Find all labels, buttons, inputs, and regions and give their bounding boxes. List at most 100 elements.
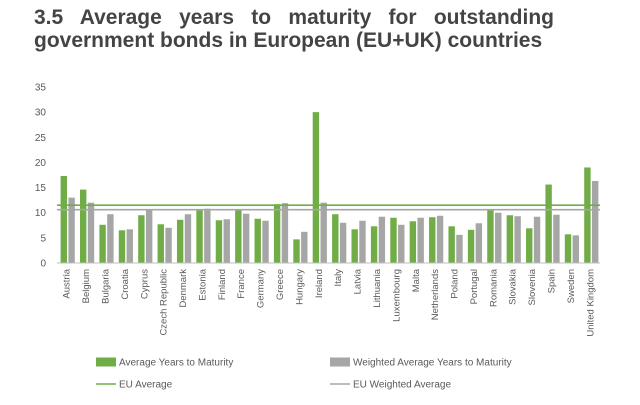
x-tick-label: Bulgaria bbox=[100, 268, 111, 304]
reference-lines bbox=[57, 204, 600, 211]
bar-average-1 bbox=[79, 189, 87, 263]
y-tick-label: 25 bbox=[35, 133, 47, 144]
x-tick-label: France bbox=[236, 269, 247, 299]
y-tick-label: 30 bbox=[35, 108, 47, 119]
legend-weighted-average-years-swatch bbox=[330, 357, 350, 367]
bars bbox=[60, 112, 599, 264]
legend-eu-average-label: EU Average bbox=[119, 380, 173, 391]
bar-weighted-4 bbox=[145, 210, 153, 263]
bar-weighted-14 bbox=[339, 222, 347, 263]
bar-weighted-22 bbox=[495, 212, 502, 263]
bar-weighted-13 bbox=[320, 202, 327, 263]
x-tick-label: Slovenia bbox=[527, 268, 538, 305]
y-tick-label: 0 bbox=[40, 259, 46, 270]
bar-weighted-26 bbox=[572, 235, 580, 263]
x-tick-label: Spain bbox=[547, 269, 558, 293]
y-tick-label: 10 bbox=[35, 208, 47, 219]
bar-average-21 bbox=[467, 229, 475, 263]
bar-average-18 bbox=[409, 221, 417, 263]
bar-weighted-5 bbox=[165, 227, 172, 263]
x-tick-label: Latvia bbox=[353, 268, 364, 294]
bar-weighted-23 bbox=[514, 216, 521, 263]
bar-average-15 bbox=[351, 229, 358, 263]
y-tick-label: 15 bbox=[35, 183, 47, 194]
x-tick-label: Croatia bbox=[120, 268, 131, 299]
bar-weighted-7 bbox=[204, 208, 211, 263]
x-tick-label: Ireland bbox=[314, 269, 325, 298]
x-tick-label: Belgium bbox=[81, 269, 92, 303]
x-tick-label: Lithuania bbox=[372, 268, 383, 307]
bar-weighted-17 bbox=[398, 224, 405, 263]
y-axis: 0 5 10 15 20 25 30 35 bbox=[35, 83, 47, 270]
x-tick-label: Estonia bbox=[197, 268, 208, 300]
bar-average-11 bbox=[273, 204, 281, 263]
x-tick-label: Czech Republic bbox=[159, 269, 170, 336]
bar-weighted-2 bbox=[107, 214, 114, 263]
bar-weighted-10 bbox=[262, 220, 269, 263]
bar-average-14 bbox=[332, 214, 339, 263]
bar-average-4 bbox=[138, 215, 145, 263]
x-tick-label: Poland bbox=[450, 269, 461, 299]
legend-weighted-average-years-label: Weighted Average Years to Maturity bbox=[353, 358, 512, 369]
x-tick-label: Germany bbox=[256, 269, 267, 308]
bar-average-13 bbox=[312, 112, 320, 264]
bar-average-6 bbox=[176, 219, 184, 263]
legend: Average Years to Maturity Weighted Averag… bbox=[96, 357, 512, 391]
x-tick-label: Greece bbox=[275, 269, 286, 300]
bar-weighted-20 bbox=[456, 234, 463, 263]
bar-average-7 bbox=[196, 209, 203, 263]
bar-average-17 bbox=[390, 217, 397, 263]
bar-average-16 bbox=[370, 226, 378, 263]
x-tick-label: United Kingdom bbox=[585, 269, 596, 337]
bar-average-3 bbox=[118, 230, 126, 263]
y-tick-label: 5 bbox=[40, 233, 46, 244]
bar-weighted-0 bbox=[68, 197, 75, 263]
x-tick-label: Denmark bbox=[178, 269, 189, 308]
bar-weighted-3 bbox=[126, 229, 133, 263]
bar-weighted-9 bbox=[242, 213, 250, 263]
x-tick-label: Hungary bbox=[294, 269, 305, 305]
bar-average-25 bbox=[545, 184, 552, 263]
y-tick-label: 35 bbox=[35, 83, 47, 94]
bar-weighted-15 bbox=[359, 220, 366, 263]
bar-weighted-6 bbox=[184, 214, 192, 263]
bar-weighted-27 bbox=[592, 181, 599, 263]
bar-average-20 bbox=[448, 226, 455, 263]
bar-weighted-18 bbox=[417, 217, 424, 263]
legend-eu-weighted-average-label: EU Weighted Average bbox=[353, 380, 451, 391]
bar-weighted-12 bbox=[301, 231, 308, 263]
x-tick-label: Romania bbox=[488, 268, 499, 307]
x-tick-label: Austria bbox=[62, 268, 73, 298]
x-tick-label: Portugal bbox=[469, 269, 480, 304]
bar-average-24 bbox=[526, 228, 533, 263]
x-tick-label: Italy bbox=[333, 269, 344, 287]
bar-average-27 bbox=[584, 167, 591, 263]
bar-average-22 bbox=[487, 209, 494, 263]
x-tick-label: Netherlands bbox=[430, 269, 441, 320]
bar-average-12 bbox=[293, 239, 300, 263]
bar-weighted-8 bbox=[223, 219, 230, 263]
bar-weighted-11 bbox=[281, 203, 289, 263]
bar-average-10 bbox=[254, 218, 261, 263]
legend-average-years-swatch bbox=[96, 357, 116, 367]
bar-weighted-16 bbox=[378, 216, 386, 263]
x-tick-label: Cyprus bbox=[139, 269, 150, 299]
x-tick-label: Slovakia bbox=[508, 268, 519, 305]
y-tick-label: 20 bbox=[35, 158, 47, 169]
bar-average-23 bbox=[506, 215, 514, 263]
bar-weighted-25 bbox=[553, 214, 560, 263]
bar-average-8 bbox=[215, 220, 223, 263]
chart-title: 3.5 Average years to maturity for outsta… bbox=[34, 6, 554, 52]
bar-average-9 bbox=[235, 209, 242, 263]
bar-average-2 bbox=[99, 224, 106, 263]
bar-weighted-24 bbox=[533, 216, 541, 263]
x-axis: Austria Belgium Bulgaria Croatia Cyprus Czech… bbox=[57, 262, 600, 337]
x-tick-label: Finland bbox=[217, 269, 228, 300]
bar-average-0 bbox=[60, 176, 67, 263]
bar-average-19 bbox=[429, 217, 436, 263]
legend-average-years-label: Average Years to Maturity bbox=[119, 358, 233, 369]
bar-weighted-1 bbox=[87, 202, 95, 263]
x-tick-label: Sweden bbox=[566, 269, 577, 303]
bar-weighted-19 bbox=[436, 215, 444, 263]
